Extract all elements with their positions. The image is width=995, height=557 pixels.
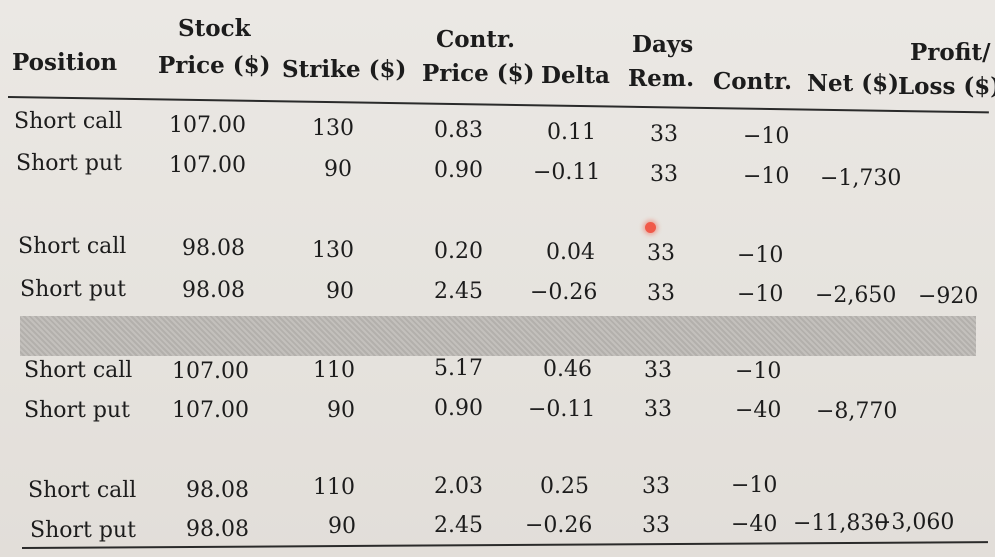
row-8-strike: 90 [328,514,356,539]
row-3-delta: 0.04 [546,240,595,265]
row-2-delta: −0.11 [533,160,601,185]
header-days-rem-line1: Days [632,31,694,58]
row-5-delta: 0.46 [543,357,592,382]
row-4-strike: 90 [326,279,354,304]
header-contracts: Contr. [713,68,793,95]
row-6-net: −8,770 [816,399,898,424]
row-3-stock-price: 98.08 [182,236,245,261]
row-6-contracts: −40 [735,398,782,423]
row-4-days-rem: 33 [647,281,675,306]
row-3-strike: 130 [312,238,354,263]
row-5-stock-price: 107.00 [172,359,249,384]
header-stock-price-line2: Price ($) [158,52,271,79]
row-7-stock-price: 98.08 [186,478,249,503]
header-days-rem-line2: Rem. [628,65,695,92]
row-1-contr-price: 0.83 [434,118,483,143]
row-4-profit-loss: −920 [918,284,979,309]
row-4-position: Short put [20,277,126,302]
row-7-strike: 110 [313,475,355,500]
bottom-rule [21,541,988,549]
row-2-strike: 90 [324,157,352,182]
row-4-contr-price: 2.45 [434,279,483,304]
red-marker-dot [645,222,656,233]
row-2-position: Short put [16,151,122,176]
row-2-days-rem: 33 [650,162,678,187]
row-3-days-rem: 33 [647,241,675,266]
row-8-profit-loss: −3,060 [873,510,955,535]
row-2-net: −1,730 [820,166,902,191]
row-7-contracts: −10 [731,473,778,498]
row-8-contracts: −40 [731,512,778,537]
row-3-contr-price: 0.20 [434,239,483,264]
row-2-contr-price: 0.90 [434,158,483,183]
row-1-delta: 0.11 [547,120,596,145]
row-6-delta: −0.11 [528,397,596,422]
row-3-position: Short call [18,234,127,259]
row-5-days-rem: 33 [644,358,672,383]
row-5-position: Short call [24,358,133,383]
row-8-delta: −0.26 [525,513,593,538]
row-7-contr-price: 2.03 [434,474,483,499]
shaded-separator-band [20,316,976,356]
row-5-contracts: −10 [735,359,782,384]
row-7-delta: 0.25 [540,474,589,499]
header-rule [7,96,989,114]
row-7-position: Short call [28,478,137,503]
row-4-net: −2,650 [815,283,897,308]
header-contr-price-line2: Price ($) [422,60,535,87]
header-strike: Strike ($) [282,56,407,83]
row-4-contracts: −10 [737,282,784,307]
row-3-contracts: −10 [737,243,784,268]
header-delta: Delta [541,62,610,89]
row-1-position: Short call [14,109,123,134]
header-contr-price-line1: Contr. [436,26,516,53]
row-6-position: Short put [24,398,130,423]
row-8-net: −11,830 [793,511,889,536]
row-6-days-rem: 33 [644,397,672,422]
row-4-delta: −0.26 [530,280,598,305]
row-1-contracts: −10 [743,124,790,149]
row-5-strike: 110 [313,358,355,383]
header-stock-price-line1: Stock [178,15,251,42]
row-6-stock-price: 107.00 [172,398,249,423]
row-2-contracts: −10 [743,164,790,189]
row-6-strike: 90 [327,398,355,423]
row-8-days-rem: 33 [642,513,670,538]
header-net: Net ($) [807,70,900,97]
row-7-days-rem: 33 [642,474,670,499]
header-position: Position [12,49,118,76]
row-2-stock-price: 107.00 [169,153,246,178]
header-profit-loss-line2: Loss ($) [898,73,995,100]
row-4-stock-price: 98.08 [182,278,245,303]
row-6-contr-price: 0.90 [434,396,483,421]
header-profit-loss-line1: Profit/ [910,39,991,66]
row-8-position: Short put [30,518,136,543]
row-1-stock-price: 107.00 [169,113,246,138]
row-8-contr-price: 2.45 [434,513,483,538]
row-8-stock-price: 98.08 [186,517,249,542]
row-1-strike: 130 [312,116,354,141]
row-5-contr-price: 5.17 [434,356,483,381]
row-1-days-rem: 33 [650,122,678,147]
